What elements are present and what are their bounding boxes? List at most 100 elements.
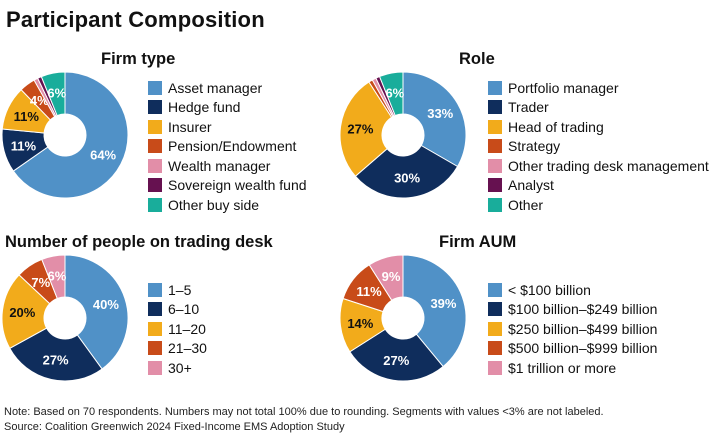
legend-swatch xyxy=(488,197,502,212)
donut-chart-trading-desk-size: 40% 27% 20% 7%6% xyxy=(1,254,129,382)
chart-title: Firm AUM xyxy=(439,233,517,251)
legend-label: 1–5 xyxy=(168,281,192,298)
legend: Asset manager Hedge fund Insurer Pension/En… xyxy=(148,78,307,215)
legend-label: $500 billion–$999 billion xyxy=(508,340,658,357)
legend-item-wealth-manager: Wealth manager xyxy=(148,156,307,176)
legend-label: Sovereign wealth fund xyxy=(168,177,307,194)
data-label-250-billion-499-billion: 14% xyxy=(347,316,373,331)
legend-swatch xyxy=(488,80,502,95)
data-label-head-of-trading: 27% xyxy=(347,121,373,136)
legend-item-sovereign-wealth-fund: Sovereign wealth fund xyxy=(148,176,307,196)
legend-swatch xyxy=(148,100,162,115)
legend-swatch xyxy=(488,178,502,193)
data-label-1-5: 40% xyxy=(93,297,119,312)
donut-chart-firm-type: 64%11%11%4%6% xyxy=(1,71,129,199)
data-label-6-10: 27% xyxy=(43,352,69,367)
data-label-portfolio-manager: 33% xyxy=(427,106,453,121)
legend-item-portfolio-manager: Portfolio manager xyxy=(488,78,709,98)
legend-swatch xyxy=(148,139,162,154)
legend-item-1-trillion-or-more: $1 trillion or more xyxy=(488,358,657,378)
data-label-21-30: 7% xyxy=(31,275,50,290)
legend-item-other: Other xyxy=(488,195,709,215)
legend-label: Strategy xyxy=(508,138,561,155)
legend-swatch xyxy=(148,321,162,336)
legend: < $100 billion $100 billion–$249 billion $… xyxy=(488,280,657,378)
legend-item-6-10: 6–10 xyxy=(148,300,207,320)
slice-30 xyxy=(41,254,66,300)
data-label-100-billion: 39% xyxy=(430,296,456,311)
legend-swatch xyxy=(488,139,502,154)
legend-swatch xyxy=(488,100,502,115)
slice-11-20 xyxy=(1,274,51,350)
legend-swatch xyxy=(148,158,162,173)
legend-label: 21–30 xyxy=(168,340,207,357)
data-label-11-20: 20% xyxy=(9,305,35,320)
slice-6-10 xyxy=(9,327,103,382)
legend-label: Hedge fund xyxy=(168,99,241,116)
legend-item-insurer: Insurer xyxy=(148,117,307,137)
legend-swatch xyxy=(488,119,502,134)
panel-firm-aum: Firm AUM 39% 27% 14% 11% 9% < $100 billion $1… xyxy=(338,233,698,429)
legend-item-analyst: Analyst xyxy=(488,176,709,196)
legend-label: $100 billion–$249 billion xyxy=(508,301,658,318)
donut-chart-firm-aum: 39% 27% 14% 11%9% xyxy=(339,254,467,382)
slice-portfolio-manager xyxy=(402,71,467,168)
legend-label: Asset manager xyxy=(168,79,263,96)
panel-trading-desk-size: Number of people on trading desk 40% 27% 2… xyxy=(0,233,360,429)
data-label-insurer: 11% xyxy=(14,109,40,124)
legend-item-strategy: Strategy xyxy=(488,137,709,157)
legend-item-asset-manager: Asset manager xyxy=(148,78,307,98)
data-label-30: 6% xyxy=(48,268,67,283)
slice-asset-manager xyxy=(12,71,129,199)
legend-swatch xyxy=(148,80,162,95)
legend-item-100-billion: < $100 billion xyxy=(488,280,657,300)
legend-label: Analyst xyxy=(508,177,554,194)
legend-label: 30+ xyxy=(168,359,192,376)
source-note: Source: Coalition Greenwich 2024 Fixed-I… xyxy=(4,421,345,433)
legend-swatch xyxy=(148,197,162,212)
data-label-100-billion-249-billion: 27% xyxy=(383,353,409,368)
chart-title: Number of people on trading desk xyxy=(5,233,273,251)
legend-label: Wealth manager xyxy=(168,157,271,174)
legend-swatch xyxy=(488,341,502,356)
data-label-500-billion-999-billion: 11% xyxy=(356,284,382,299)
legend-item-pension-endowment: Pension/Endowment xyxy=(148,137,307,157)
legend-swatch xyxy=(148,119,162,134)
legend-item-500-billion-999-billion: $500 billion–$999 billion xyxy=(488,339,657,359)
legend-label: Other buy side xyxy=(168,196,260,213)
legend-label: 6–10 xyxy=(168,301,200,318)
panel-role: Role 33% 30% 27% 6% Portfolio manager Trader… xyxy=(338,50,709,246)
legend-label: $250 billion–$499 billion xyxy=(508,320,658,337)
legend-label: $1 trillion or more xyxy=(508,359,617,376)
data-label-asset-manager: 64% xyxy=(90,147,116,162)
legend-label: < $100 billion xyxy=(508,281,591,298)
legend-item-100-billion-249-billion: $100 billion–$249 billion xyxy=(488,300,657,320)
chart-title: Role xyxy=(459,50,495,68)
page-title: Participant Composition xyxy=(6,7,265,32)
legend-swatch xyxy=(148,282,162,297)
legend-item-21-30: 21–30 xyxy=(148,339,207,359)
data-label-other: 6% xyxy=(385,85,404,100)
footnote: Note: Based on 70 respondents. Numbers m… xyxy=(4,406,604,418)
slice-100-billion-249-billion xyxy=(349,328,444,382)
legend-label: Other trading desk management xyxy=(508,157,709,174)
legend-swatch xyxy=(488,282,502,297)
data-label-trader: 30% xyxy=(394,170,420,185)
legend-label: Insurer xyxy=(168,118,212,135)
slice-trader xyxy=(354,144,459,199)
legend-item-250-billion-499-billion: $250 billion–$499 billion xyxy=(488,319,657,339)
chart-title: Firm type xyxy=(101,50,176,68)
legend-swatch xyxy=(148,341,162,356)
slice-other-buy-side xyxy=(40,71,66,117)
legend-swatch xyxy=(148,178,162,193)
data-label-other-buy-side: 6% xyxy=(47,85,66,100)
slice-head-of-trading xyxy=(339,81,393,177)
legend-label: Pension/Endowment xyxy=(168,138,297,155)
legend-item-1-5: 1–5 xyxy=(148,280,207,300)
legend-swatch xyxy=(148,360,162,375)
legend-label: Other xyxy=(508,196,544,213)
legend: 1–5 6–10 11–20 21–30 30+ xyxy=(148,280,207,378)
legend-label: 11–20 xyxy=(168,320,206,337)
legend-swatch xyxy=(488,158,502,173)
legend-swatch xyxy=(488,360,502,375)
